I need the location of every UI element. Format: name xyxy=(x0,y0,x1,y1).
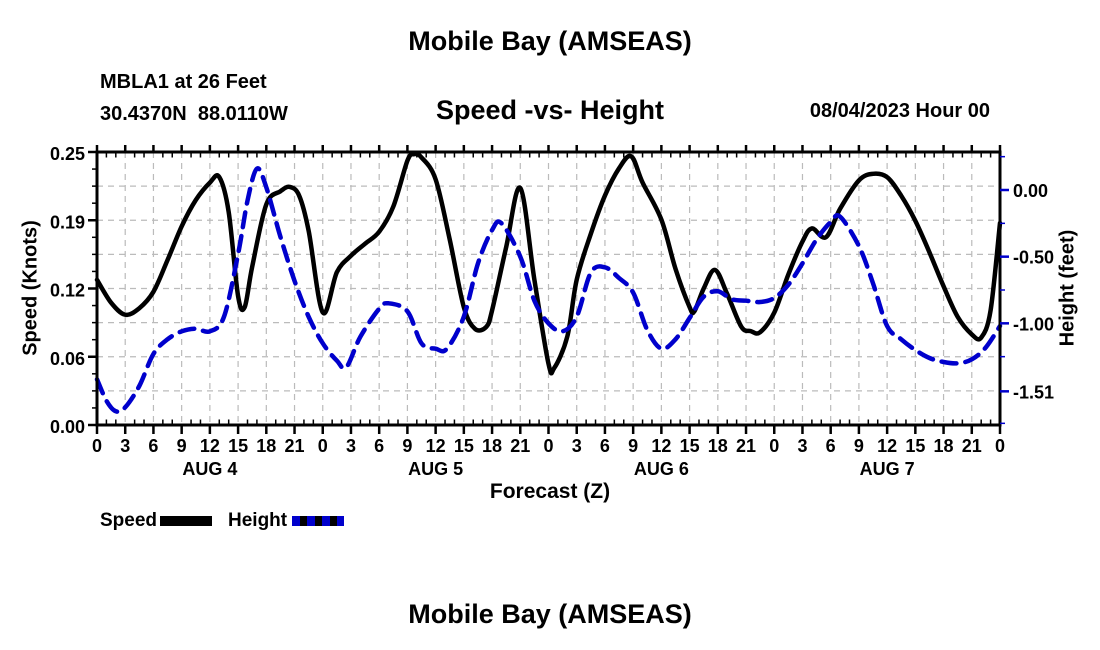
x-tick-label: 18 xyxy=(256,436,276,456)
station-coordinates: 30.4370N 88.0110W xyxy=(100,103,288,125)
y-left-tick-label: 0.25 xyxy=(50,144,85,164)
forecast-datetime: 08/04/2023 Hour 00 xyxy=(809,100,990,122)
x-tick-label: 3 xyxy=(120,436,130,456)
chart-title: Mobile Bay (AMSEAS) xyxy=(408,26,692,56)
x-tick-label: 0 xyxy=(318,436,328,456)
x-tick-label: 18 xyxy=(708,436,728,456)
x-tick-label: 21 xyxy=(962,436,982,456)
height-curve xyxy=(94,166,1003,414)
chart-subtitle: Speed -vs- Height xyxy=(435,95,665,125)
x-tick-label: 6 xyxy=(148,436,158,456)
x-tick-label: 9 xyxy=(177,436,187,456)
y-right-tick-label: -0.50 xyxy=(1013,248,1054,268)
x-tick-label: 0 xyxy=(92,436,102,456)
x-day-label: AUG 4 xyxy=(182,459,237,479)
x-tick-label: 21 xyxy=(285,436,305,456)
x-tick-label: 9 xyxy=(628,436,638,456)
footer-title: Mobile Bay (AMSEAS) xyxy=(408,599,692,629)
x-tick-label: 18 xyxy=(482,436,502,456)
right-axis-title: Height (feet) xyxy=(1056,229,1079,347)
x-tick-label: 12 xyxy=(200,436,220,456)
x-tick-label: 3 xyxy=(797,436,807,456)
x-tick-label: 9 xyxy=(854,436,864,456)
x-tick-label: 0 xyxy=(543,436,553,456)
x-tick-label: 12 xyxy=(426,436,446,456)
station-name: MBLA1 at 26 Feet xyxy=(100,71,267,93)
left-axis-title: Speed (Knots) xyxy=(19,220,42,356)
x-day-label: AUG 7 xyxy=(860,459,915,479)
x-tick-label: 12 xyxy=(651,436,671,456)
legend-height-swatch xyxy=(292,516,344,526)
y-right-tick-label: -1.00 xyxy=(1013,314,1054,334)
legend: Speed Height xyxy=(100,510,400,532)
y-right-tick-label: 0.00 xyxy=(1013,181,1048,201)
x-tick-label: 15 xyxy=(228,436,248,456)
x-tick-label: 12 xyxy=(877,436,897,456)
y-right-tick-label: -1.51 xyxy=(1013,382,1054,402)
x-tick-label: 15 xyxy=(454,436,474,456)
x-tick-label: 6 xyxy=(826,436,836,456)
x-tick-label: 21 xyxy=(736,436,756,456)
x-tick-label: 3 xyxy=(346,436,356,456)
legend-speed-swatch xyxy=(160,516,212,526)
x-tick-label: 15 xyxy=(680,436,700,456)
y-left-tick-label: 0.00 xyxy=(50,417,85,437)
x-tick-label: 6 xyxy=(600,436,610,456)
x-tick-label: 0 xyxy=(769,436,779,456)
x-day-label: AUG 6 xyxy=(634,459,689,479)
y-left-tick-label: 0.12 xyxy=(50,281,85,301)
x-tick-label: 18 xyxy=(934,436,954,456)
x-tick-label: 6 xyxy=(374,436,384,456)
x-tick-label: 9 xyxy=(402,436,412,456)
x-tick-label: 21 xyxy=(510,436,530,456)
y-left-tick-label: 0.06 xyxy=(50,349,85,369)
x-tick-label: 15 xyxy=(905,436,925,456)
legend-height-label: Height xyxy=(228,510,288,531)
x-day-label: AUG 5 xyxy=(408,459,463,479)
legend-speed-label: Speed xyxy=(100,510,158,531)
y-left-tick-label: 0.19 xyxy=(50,212,85,232)
x-axis-title: Forecast (Z) xyxy=(489,480,611,503)
speed-curve xyxy=(94,151,1003,376)
x-tick-label: 0 xyxy=(995,436,1005,456)
x-tick-label: 3 xyxy=(572,436,582,456)
